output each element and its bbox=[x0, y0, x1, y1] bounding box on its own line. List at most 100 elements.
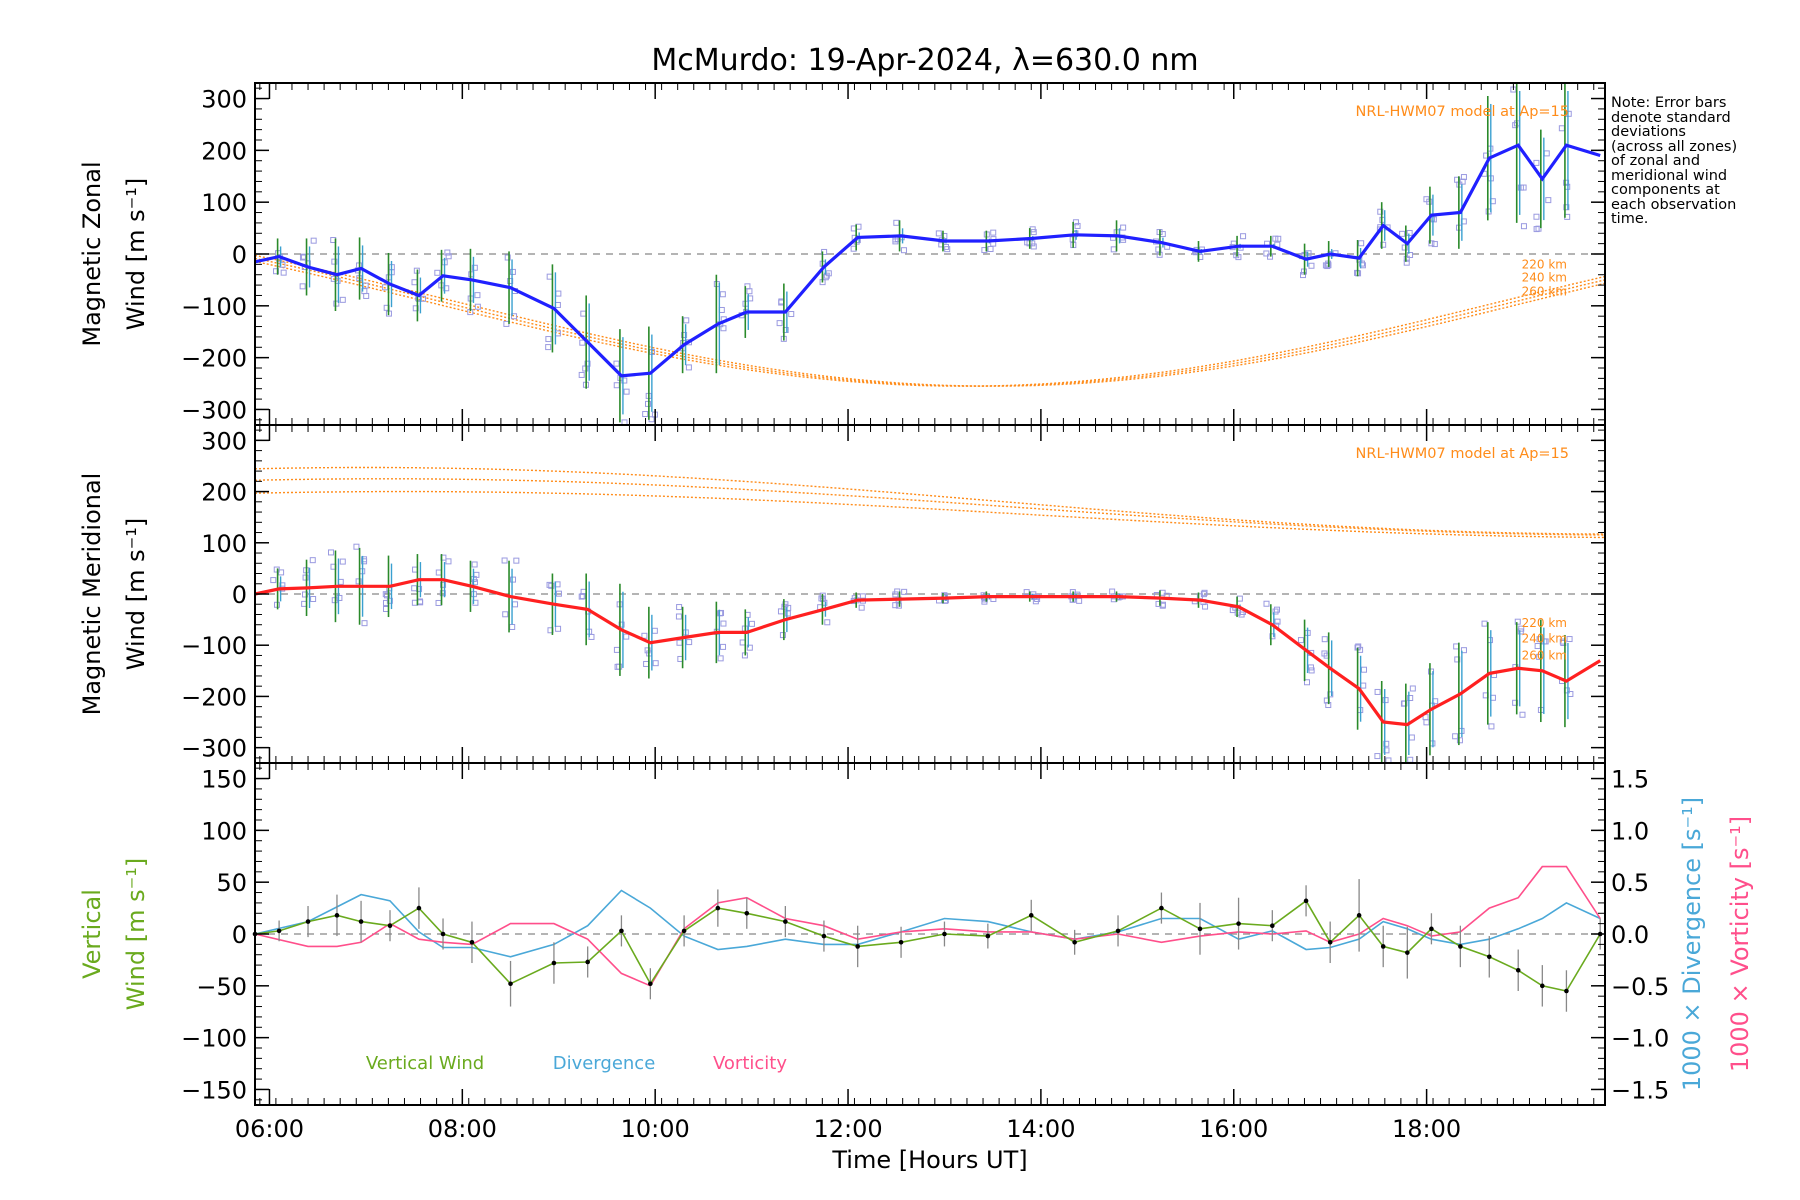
zone-point bbox=[412, 305, 419, 312]
zone-point bbox=[1307, 664, 1314, 671]
zone-point bbox=[643, 660, 650, 667]
model-altitude-label: 260 km bbox=[1522, 284, 1567, 298]
zone-point bbox=[439, 590, 446, 597]
vertical-wind-point bbox=[276, 928, 282, 934]
y2-tick-label: −1.5 bbox=[1611, 1076, 1669, 1104]
zone-point bbox=[1358, 260, 1365, 267]
zone-point bbox=[1454, 656, 1461, 663]
zone-point bbox=[555, 290, 562, 297]
zone-point bbox=[1300, 272, 1307, 279]
zone-point bbox=[411, 279, 418, 286]
y-tick-label: 200 bbox=[201, 479, 247, 507]
x-tick-label: 10:00 bbox=[621, 1115, 690, 1143]
zone-point bbox=[720, 620, 727, 627]
zone-point bbox=[270, 577, 277, 584]
zone-point bbox=[339, 558, 346, 565]
zone-point bbox=[1536, 636, 1543, 643]
vertical-wind-point bbox=[1303, 898, 1309, 904]
vertical-wind-point bbox=[1159, 905, 1164, 911]
zone-point bbox=[1305, 250, 1312, 257]
zone-point bbox=[361, 620, 368, 627]
x-tick-label: 14:00 bbox=[1006, 1115, 1075, 1143]
zone-point bbox=[1543, 150, 1550, 157]
zone-point bbox=[302, 574, 309, 581]
zone-point bbox=[355, 578, 362, 585]
legend-item: Vertical Wind bbox=[366, 1053, 484, 1074]
zone-point bbox=[578, 593, 585, 600]
zone-point bbox=[676, 639, 683, 646]
zone-point bbox=[720, 325, 727, 332]
axes bbox=[254, 82, 1606, 1106]
zone-point bbox=[821, 248, 828, 255]
zone-point bbox=[1488, 723, 1495, 730]
zone-point bbox=[1236, 595, 1243, 602]
zone-point bbox=[512, 601, 519, 608]
vertical-wind-point bbox=[1515, 967, 1521, 973]
zone-point bbox=[435, 599, 442, 606]
zone-point bbox=[339, 296, 346, 303]
model-curve bbox=[254, 260, 1606, 387]
zone-point bbox=[582, 365, 589, 372]
zone-point bbox=[302, 591, 309, 598]
y-axis-label: Wind [m s⁻¹] bbox=[122, 178, 150, 330]
zone-point bbox=[990, 229, 997, 236]
model-altitude-label: 220 km bbox=[1522, 616, 1567, 630]
model-label: NRL-HWM07 model at Ap=15 bbox=[1356, 104, 1569, 120]
zone-point bbox=[1380, 241, 1387, 248]
zone-point bbox=[652, 660, 659, 667]
y-tick-label: −150 bbox=[181, 1076, 247, 1104]
zone-point bbox=[681, 331, 688, 338]
model-curve bbox=[254, 478, 1605, 536]
legend-item: Vorticity bbox=[713, 1053, 787, 1074]
y-tick-label: 0 bbox=[232, 581, 247, 609]
zone-point bbox=[361, 556, 368, 563]
zone-point bbox=[280, 269, 287, 276]
zone-point bbox=[941, 232, 948, 239]
zone-point bbox=[1512, 699, 1519, 706]
y-tick-label: 50 bbox=[216, 869, 247, 897]
zone-point bbox=[444, 249, 451, 256]
y2-tick-label: −0.5 bbox=[1611, 973, 1669, 1001]
zone-point bbox=[746, 644, 753, 651]
zone-point bbox=[511, 313, 518, 320]
zone-point bbox=[1263, 250, 1270, 257]
vertical-wind-point bbox=[585, 959, 590, 965]
zone-point bbox=[546, 273, 553, 280]
y-tick-label: 100 bbox=[201, 189, 247, 217]
zone-point bbox=[685, 364, 692, 371]
zone-point bbox=[779, 632, 786, 639]
y2-tick-label: 1.0 bbox=[1611, 817, 1649, 845]
y2-tick-label: 0.5 bbox=[1611, 869, 1649, 897]
y-axis-label: Wind [m s⁻¹] bbox=[122, 858, 150, 1010]
zone-point bbox=[613, 382, 620, 389]
zone-point bbox=[278, 569, 285, 576]
y-tick-label: 200 bbox=[201, 137, 247, 165]
zone-point bbox=[579, 339, 586, 346]
model-altitude-label: 220 km bbox=[1522, 257, 1567, 271]
zone-point bbox=[1517, 184, 1524, 191]
zone-point bbox=[748, 620, 755, 627]
zone-point bbox=[386, 597, 393, 604]
zone-point bbox=[1560, 640, 1567, 647]
zone-point bbox=[1120, 224, 1127, 231]
zone-point bbox=[1406, 229, 1413, 236]
zone-point bbox=[623, 388, 630, 395]
zone-point bbox=[1423, 719, 1430, 726]
zone-point bbox=[1533, 159, 1540, 166]
zone-point bbox=[1563, 204, 1570, 211]
zone-point bbox=[1514, 618, 1521, 625]
vertical-wind-point bbox=[387, 923, 393, 929]
vertical-wind-point bbox=[619, 928, 624, 934]
y-tick-label: 300 bbox=[201, 86, 247, 114]
vertical-wind-point bbox=[1405, 950, 1410, 955]
y-tick-label: −200 bbox=[181, 683, 247, 711]
zone-point bbox=[1565, 110, 1572, 117]
zone-point bbox=[474, 292, 481, 299]
vertical-wind-point bbox=[744, 910, 750, 916]
zone-point bbox=[1399, 230, 1406, 237]
zone-point bbox=[642, 411, 649, 418]
zone-point bbox=[1229, 607, 1236, 614]
zone-point bbox=[309, 557, 316, 564]
zone-point bbox=[623, 633, 630, 640]
zone-point bbox=[310, 596, 317, 603]
